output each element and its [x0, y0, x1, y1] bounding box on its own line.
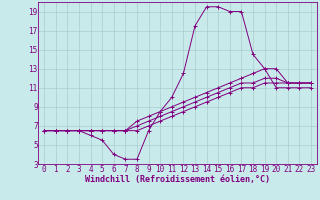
X-axis label: Windchill (Refroidissement éolien,°C): Windchill (Refroidissement éolien,°C)	[85, 175, 270, 184]
